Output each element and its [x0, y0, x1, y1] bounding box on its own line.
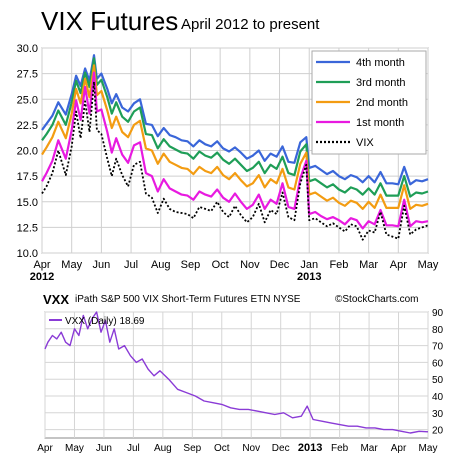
series-line-vix [41, 80, 429, 241]
vxx-x-tick-label: Aug [154, 443, 172, 454]
series-line-2nd-month [41, 64, 429, 210]
vxx-exchange: NYSE [273, 294, 301, 305]
vxx-y-tick-label: 90 [432, 308, 444, 319]
vxx-x-tick-label: Feb [331, 443, 349, 454]
vxx-x-tick-label: Dec [272, 443, 290, 454]
x-tick-label: Jan [300, 259, 318, 271]
vxx-x-tick-label: May [65, 443, 84, 454]
y-tick-label: 30.0 [17, 43, 38, 55]
x-tick-label: Sep [181, 259, 201, 271]
vxx-x-tick-label: Apr [391, 443, 407, 454]
legend-label: 4th month [356, 57, 405, 69]
vix-futures-chart: 10.0 12.5 15.0 17.5 20.0 22.5 25.0 27.5 30.0 Apr M… [17, 43, 439, 283]
vxx-x-tick-label: Apr [37, 443, 53, 454]
vxx-y-tick-label: 20 [432, 426, 444, 437]
vxx-x-tick-label: Mar [360, 443, 378, 454]
year-label: 2012 [30, 271, 54, 283]
y-tick-label: 20.0 [17, 146, 38, 158]
stockcharts-credit: ©StockCharts.com [335, 294, 419, 305]
vxx-x-tick-label: 2013 [298, 442, 322, 454]
y-tick-label: 10.0 [17, 248, 38, 260]
chart-title: VIX Futures [41, 6, 179, 36]
x-tick-label: Feb [329, 259, 348, 271]
chart-subtitle: April 2012 to present [181, 16, 320, 33]
vxx-x-tick-label: Sep [183, 443, 201, 454]
series-line-4th-month [41, 54, 429, 186]
y-tick-label: 17.5 [17, 171, 38, 183]
y-tick-label: 25.0 [17, 94, 38, 106]
vxx-y-tick-label: 40 [432, 392, 444, 403]
legend-label: 1st month [356, 117, 404, 129]
x-tick-label: May [418, 259, 439, 271]
legend-label: VIX [356, 137, 374, 149]
x-tick-label: Aug [151, 259, 171, 271]
vxx-x-tick-label: Oct [214, 443, 230, 454]
legend: 4th month 3rd month 2nd month 1st month VIX [311, 50, 427, 155]
y-tick-label: 15.0 [17, 197, 38, 209]
vxx-description: iPath S&P 500 VIX Short-Term Futures ETN… [75, 294, 300, 305]
vxx-description-text: iPath S&P 500 VIX Short-Term Futures ETN [75, 294, 271, 305]
vxx-y-tick-label: 80 [432, 325, 444, 336]
x-tick-label: Dec [270, 259, 290, 271]
vxx-y-tick-label: 60 [432, 358, 444, 369]
year-label: 2013 [297, 271, 321, 283]
series-line-1st-month [41, 71, 429, 230]
vxx-x-tick-label: Nov [242, 443, 260, 454]
y-tick-label: 22.5 [17, 120, 38, 132]
x-tick-label: Jun [93, 259, 111, 271]
vxx-symbol: VXX [43, 292, 70, 307]
x-tick-label: Oct [212, 259, 229, 271]
x-tick-label: Mar [359, 259, 378, 271]
vxx-x-tick-label: Jun [96, 443, 112, 454]
vxx-plot-area [44, 311, 429, 439]
vxx-series-line [44, 311, 429, 434]
x-tick-label: May [61, 259, 82, 271]
vxx-x-tick-label: Jul [127, 443, 140, 454]
y-tick-label: 27.5 [17, 69, 38, 81]
vxx-y-tick-label: 30 [432, 409, 444, 420]
vxx-x-tick-label: May [419, 443, 438, 454]
legend-label: 2nd month [356, 97, 408, 109]
vxx-y-tick-label: 70 [432, 342, 444, 353]
vxx-legend-label: VXX (Daily) 18.69 [65, 316, 145, 327]
x-tick-label: Nov [240, 259, 260, 271]
y-tick-label: 12.5 [17, 222, 38, 234]
x-tick-label: Jul [124, 259, 138, 271]
legend-label: 3rd month [356, 77, 406, 89]
x-tick-label: Apr [390, 259, 407, 271]
vxx-y-tick-label: 50 [432, 375, 444, 386]
x-tick-label: Apr [33, 259, 50, 271]
series-line-3rd-month [41, 57, 429, 198]
